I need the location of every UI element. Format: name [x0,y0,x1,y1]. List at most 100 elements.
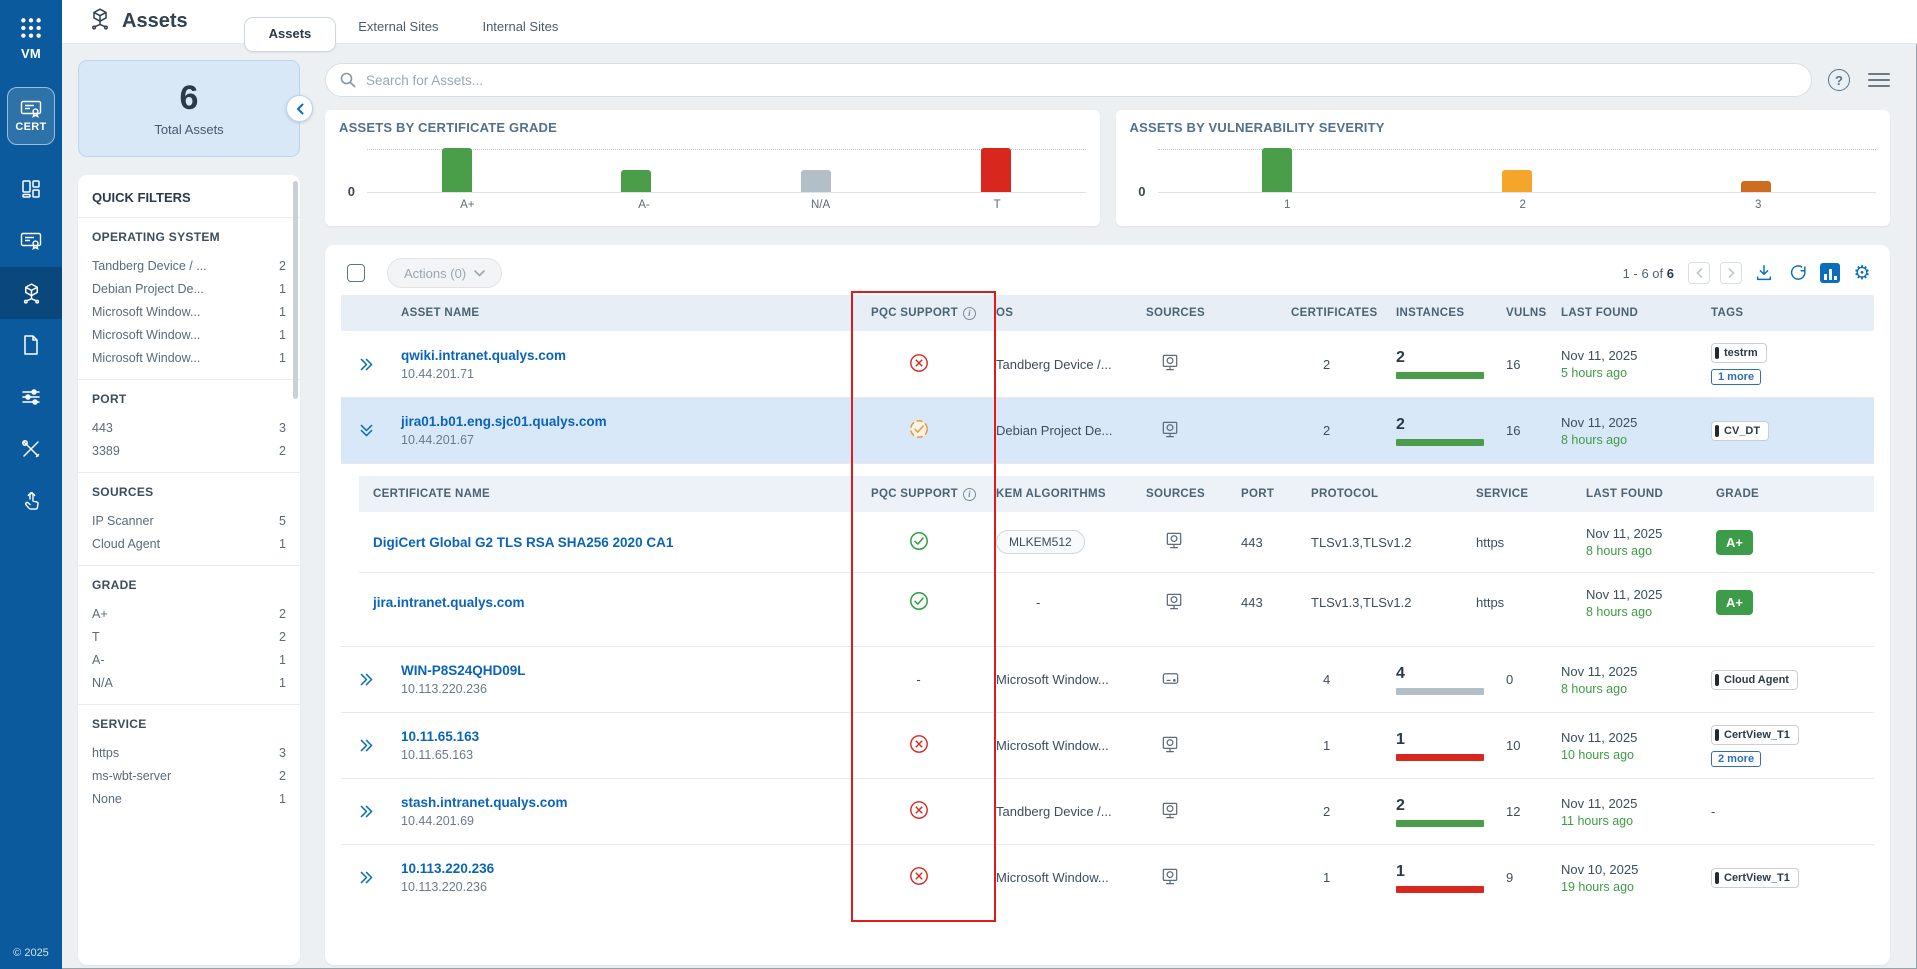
tag-chip[interactable]: CertView_T1 [1711,724,1799,745]
select-all-checkbox[interactable] [347,264,365,282]
subtable-column-header-certificate-name[interactable]: CERTIFICATE NAME [373,488,491,500]
settings-gear-icon[interactable]: ⚙ [1853,261,1871,284]
subtable-column-header-sources[interactable]: SOURCES [1146,488,1205,500]
filter-item[interactable]: Cloud Agent 1 [92,532,286,555]
filter-item[interactable]: ms-wbt-server 2 [92,764,286,787]
subtable-column-header-service[interactable]: SERVICE [1476,488,1529,500]
sidebar-item-reports[interactable] [0,319,62,371]
tab-internal-sites[interactable]: Internal Sites [482,19,559,34]
row-expand-icon[interactable] [341,422,401,439]
subtable-column-header-port[interactable]: PORT [1241,488,1275,500]
bar-N/A [801,170,832,192]
column-header-certificates[interactable]: CERTIFICATES [1291,307,1378,319]
asset-ip: 10.11.65.163 [401,748,474,762]
column-header-os[interactable]: OS [996,307,1014,319]
subtable-column-header-protocol[interactable]: PROTOCOL [1311,488,1379,500]
help-icon[interactable]: ? [1828,69,1850,91]
filter-item[interactable]: None 1 [92,787,286,810]
column-header-asset-name[interactable]: ASSET NAME [401,307,480,319]
search-input[interactable] [366,72,1797,88]
actions-dropdown-button[interactable]: Actions (0) [387,258,503,288]
sidebar-item-assets[interactable] [0,267,62,319]
filter-item[interactable]: Debian Project De... 1 [92,277,286,300]
kem-algorithms-cell: MLKEM512 [996,530,1146,554]
download-icon[interactable] [1752,261,1776,285]
tag-chip[interactable]: CertView_T1 [1711,867,1799,888]
tag-chip[interactable]: Cloud Agent [1711,669,1798,690]
tag-chip[interactable]: CV_DT [1711,420,1770,441]
filter-item[interactable]: A- 1 [92,648,286,671]
filter-item-count: 1 [279,652,286,667]
hamburger-menu-icon[interactable] [1868,73,1890,87]
row-expand-icon[interactable] [341,671,401,688]
next-page-button[interactable] [1720,262,1742,284]
row-expand-icon[interactable] [341,737,401,754]
column-header-tags[interactable]: TAGS [1711,307,1744,319]
chart-certificate-grade: ASSETS BY CERTIFICATE GRADE 0 A+ A- N/A T [325,110,1100,226]
filter-item[interactable]: 3389 2 [92,439,286,462]
collapse-panel-button[interactable] [286,95,313,122]
prev-page-button[interactable] [1688,262,1710,284]
subtable-column-header-last-found[interactable]: LAST FOUND [1586,488,1664,500]
filter-item[interactable]: Microsoft Window... 1 [92,346,286,369]
sidebar-item-tools[interactable] [0,423,62,475]
column-header-pqc-support[interactable]: PQC SUPPORT i [851,306,996,320]
app-launcher-grid-icon[interactable] [19,16,43,40]
asset-name-link[interactable]: 10.113.220.236 [401,861,495,876]
subtable-column-header-grade[interactable]: GRADE [1716,488,1760,500]
filter-item[interactable]: Tandberg Device / ... 2 [92,254,286,277]
total-assets-count: 6 [179,79,199,118]
assets-cube-icon [88,7,112,37]
subtable-column-header-pqc-support[interactable]: PQC SUPPORT i [851,487,996,501]
refresh-icon[interactable] [1786,261,1810,285]
asset-name-link[interactable]: 10.11.65.163 [401,729,480,744]
filter-item[interactable]: Microsoft Window... 1 [92,323,286,346]
row-expand-icon[interactable] [341,356,401,373]
more-tags-chip[interactable]: 2 more [1711,750,1762,767]
info-icon[interactable]: i [963,306,976,320]
sidebar-item-certificates[interactable] [0,215,62,267]
chart-view-toggle-icon[interactable] [1820,263,1840,283]
asset-name-link[interactable]: qwiki.intranet.qualys.com [401,347,567,363]
instances-cell: 1 [1396,731,1506,761]
row-expand-icon[interactable] [341,803,401,820]
column-header-instances[interactable]: INSTANCES [1396,307,1465,319]
filter-item[interactable]: IP Scanner 5 [92,509,286,532]
sidebar-item-dashboard[interactable] [0,163,62,215]
x-tick-label: 1 [1284,199,1291,211]
filter-item[interactable]: 443 3 [92,416,286,439]
module-cert-chip[interactable]: CERT [7,87,55,145]
info-icon[interactable]: i [963,487,976,501]
subtable-column-header-kem-algorithms[interactable]: KEM ALGORITHMS [996,488,1106,500]
asset-name-link[interactable]: jira01.b01.eng.sjc01.qualys.com [401,414,607,429]
row-expand-icon[interactable] [341,869,401,886]
search-row: ? [325,63,1890,97]
filter-section-title: SOURCES [92,485,154,499]
filter-item[interactable]: https 3 [92,741,286,764]
tab-external-sites[interactable]: External Sites [358,19,439,34]
column-header-sources[interactable]: SOURCES [1146,307,1205,319]
table-header-row: ASSET NAME PQC SUPPORT i OS SOURCES CERTIFIC… [341,295,1874,331]
asset-name-link[interactable]: stash.intranet.qualys.com [401,795,568,810]
tab-assets[interactable]: Assets [243,17,337,52]
column-header-last-found[interactable]: LAST FOUND [1561,307,1639,319]
certificate-name-link[interactable]: DigiCert Global G2 TLS RSA SHA256 2020 C… [373,534,674,550]
filter-item-label: IP Scanner [92,513,154,528]
asset-name-link[interactable]: WIN-P8S24QHD09L [401,663,526,678]
filter-item[interactable]: N/A 1 [92,671,286,694]
sidebar-item-configuration[interactable] [0,371,62,423]
asset-ip: 10.44.201.71 [401,366,474,381]
tag-chip[interactable]: testrm [1711,343,1767,363]
source-cell [1146,668,1291,692]
charts-row: ASSETS BY CERTIFICATE GRADE 0 A+ A- N/A T A… [325,110,1890,226]
certificate-name-link[interactable]: jira.intranet.qualys.com [373,595,525,610]
filter-item[interactable]: A+ 2 [92,602,286,625]
filters-scrollbar[interactable] [293,181,298,399]
more-tags-chip[interactable]: 1 more [1711,369,1762,385]
filter-item[interactable]: Microsoft Window... 1 [92,300,286,323]
sidebar-item-activity[interactable] [0,475,62,527]
column-header-vulns[interactable]: VULNS [1506,307,1547,319]
last-found-cell: Nov 11, 2025 5 hours ago [1561,348,1638,380]
quick-filters-title: QUICK FILTERS [78,175,300,218]
